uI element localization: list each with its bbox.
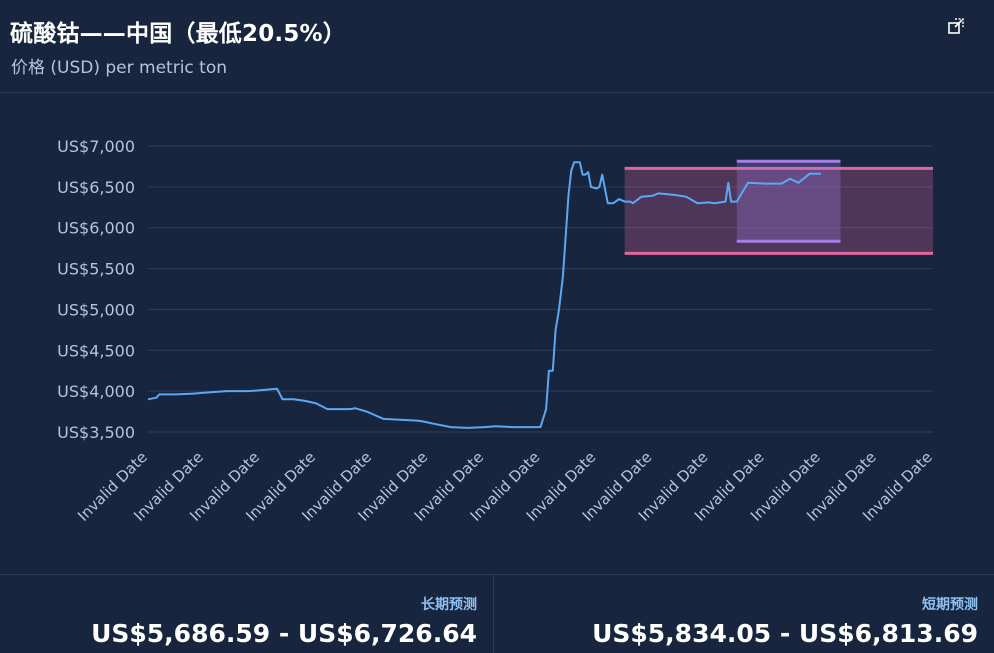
expand-icon[interactable] [946, 16, 966, 36]
chart-title: 硫酸钴——中国（最低20.5%） [10, 21, 346, 47]
grid-lines [148, 145, 933, 433]
y-tick-label: US$6,500 [57, 178, 135, 197]
long-term-value: US$5,686.59 - US$6,726.64 [91, 619, 477, 648]
short-term-value: US$5,834.05 - US$6,813.69 [592, 619, 978, 648]
y-tick-label: US$5,000 [57, 300, 135, 319]
price-chart: US$3,500 US$4,000 US$4,500 US$5,000 US$5,500… [57, 137, 936, 525]
forecast-footer: 长期预测 US$5,686.59 - US$6,726.64 短期预测 US$5… [0, 574, 994, 653]
long-term-label: 长期预测 [421, 597, 477, 613]
chart-header: 硫酸钴——中国（最低20.5%） 价格 (USD) per metric ton [0, 0, 994, 93]
y-tick-label: US$4,500 [57, 341, 135, 360]
long-term-forecast: 长期预测 US$5,686.59 - US$6,726.64 [0, 575, 494, 653]
y-tick-label: US$6,000 [57, 219, 135, 238]
y-axis-ticks: US$3,500 US$4,000 US$4,500 US$5,000 US$5,500… [57, 137, 135, 442]
chart-area: US$3,500 US$4,000 US$4,500 US$5,000 US$5,500… [0, 92, 994, 574]
price-series [147, 161, 821, 429]
chart-subtitle: 价格 (USD) per metric ton [11, 58, 228, 78]
forecast-ranges [624, 159, 933, 255]
y-tick-label: US$5,500 [57, 260, 135, 279]
short-term-forecast: 短期预测 US$5,834.05 - US$6,813.69 [494, 575, 994, 653]
short-term-label: 短期预测 [922, 597, 978, 613]
y-tick-label: US$7,000 [57, 137, 135, 156]
forecast-range-band [736, 159, 841, 243]
y-tick-label: US$4,000 [57, 382, 135, 401]
y-tick-label: US$3,500 [57, 423, 135, 442]
series-line [147, 161, 821, 429]
forecast-range-band [624, 166, 933, 255]
